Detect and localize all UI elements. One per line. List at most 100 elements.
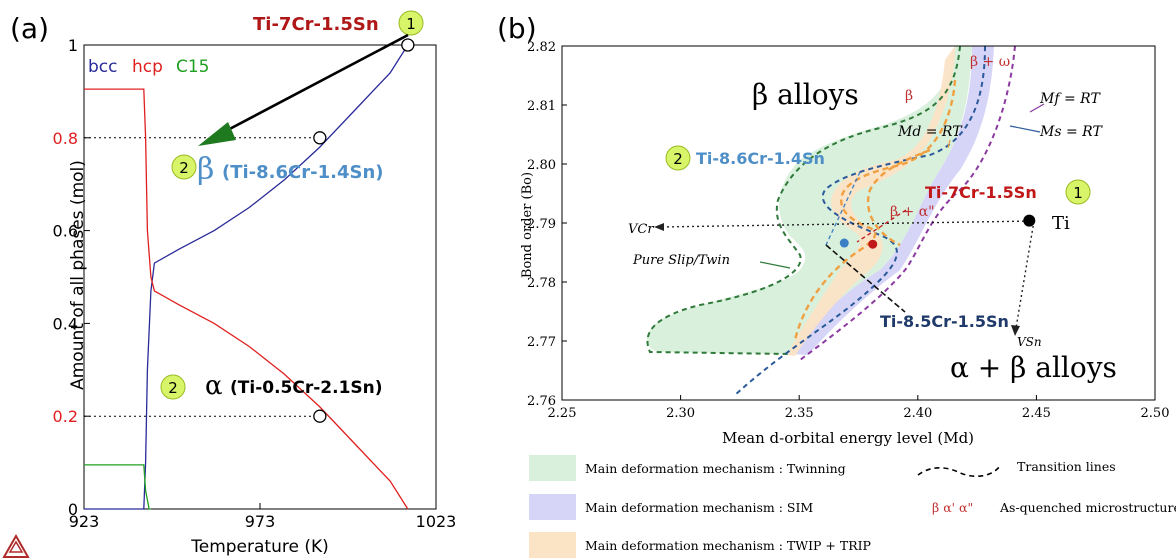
panel-b: (b) Bond order (Bo) Mean d-orbital energ… [497, 12, 1176, 558]
transition-line-blue [734, 45, 986, 396]
b-ytick-label: 2.76 [527, 394, 556, 409]
sim-region [790, 46, 994, 355]
badge-b1-icon: 1 [1065, 179, 1091, 205]
transition-line-orange-2 [867, 148, 931, 247]
legend-sim-swatch [529, 494, 576, 520]
panel-a-frame [83, 44, 437, 510]
label-ti: Ti [1052, 213, 1070, 234]
panel-b-xlabel: Mean d-orbital energy level (Md) [722, 429, 974, 447]
label-beta-alpha: β + α" [890, 204, 935, 220]
badge-b2-number: 2 [673, 150, 683, 168]
b-ytick-label: 2.81 [527, 99, 556, 114]
a-marker-circle [313, 131, 327, 145]
label-pure-slip: Pure Slip/Twin [632, 253, 730, 268]
label-beta: β [905, 88, 913, 104]
alloy-1-b-label: Ti-7Cr-1.5Sn [925, 183, 1037, 202]
a-ytick-label: 0.4 [53, 314, 78, 333]
alloy-3-label: Ti-8.5Cr-1.5Sn [880, 312, 1009, 331]
legend-hcp: hcp [132, 57, 163, 77]
panel-b-label: (b) [497, 12, 537, 45]
label-md: Md = RT [897, 124, 963, 140]
legend-bcc: bcc [88, 57, 117, 77]
legend-twip-text: Main deformation mechanism : TWIP + TRIP [585, 538, 871, 553]
panel-b-axes: 2.76 2.77 2.78 2.79 2.80 2.81 2.82 2.25 2.30 2.35… [527, 40, 1169, 421]
badge-2-number: 2 [179, 159, 189, 177]
a-marker-circle [401, 38, 415, 52]
arrow-icon [198, 33, 409, 146]
label-mf: Mf = RT [1039, 91, 1101, 107]
series-hcp [84, 88, 409, 510]
panel-a-series [84, 44, 409, 510]
a-ytick-label: 0 [68, 500, 78, 519]
panel-a-xlabel: Temperature (K) [190, 537, 329, 557]
b-ytick-label: 2.82 [527, 40, 556, 55]
alloy-1-label: Ti-7Cr-1.5Sn [253, 14, 379, 35]
a-marker-circle [313, 409, 327, 423]
transition-line-orange [793, 79, 957, 341]
panel-b-legend: Main deformation mechanism : Twinning Ma… [529, 455, 1176, 558]
panel-b-points [839, 214, 1036, 249]
point-ti-7cr-1.5sn [868, 239, 878, 249]
legend-transition-text: Transition lines [1017, 459, 1116, 474]
alloy-2-label: Ti-8.6Cr-1.4Sn [696, 149, 825, 168]
b-xtick-label: 2.40 [903, 406, 932, 421]
a-xtick-label: 973 [245, 512, 276, 531]
badge-b1-number: 1 [1073, 184, 1083, 202]
badge-b2-icon: 2 [665, 145, 691, 171]
legend-transition-icon [917, 465, 1001, 477]
alloy-3-leader [825, 244, 906, 313]
panel-a-axes: 0 0.2 0.4 0.6 0.8 1 923 973 1023 [53, 36, 457, 531]
badge-1-number: 1 [406, 15, 416, 33]
label-beta-omega: β + ω [970, 54, 1010, 70]
panel-a-ylabel: Amount of all phases (mol) [68, 160, 88, 390]
b-xtick-label: 2.35 [785, 406, 814, 421]
label-ms: Ms = RT [1039, 124, 1103, 140]
pure-slip-leader [759, 261, 791, 269]
b-ytick-label: 2.77 [527, 335, 556, 350]
panel-a-guides [84, 137, 320, 417]
series-bcc [84, 44, 409, 510]
badge-2-alpha-number: 2 [168, 379, 178, 397]
md-leader [947, 139, 951, 149]
beta-composition: (Ti-8.6Cr-1.4Sn) [222, 162, 383, 183]
a-ytick-label: 0.8 [53, 129, 78, 148]
legend-twinning-swatch [529, 455, 576, 481]
region-alpha-beta-alloys: α + β alloys [950, 351, 1117, 384]
a-ytick-label: 0.2 [53, 407, 78, 426]
label-vcr: VCr [628, 222, 654, 237]
transition-line-purple [799, 45, 1016, 361]
point-ti [1023, 214, 1036, 227]
panel-a-legend: bcc hcp C15 [88, 57, 210, 77]
point-ti-8.6cr-1.4sn [839, 238, 849, 248]
legend-phases-symbols: β α' α" [932, 500, 973, 515]
panel-a-label: (a) [10, 12, 49, 45]
b-xtick-label: 2.30 [666, 406, 695, 421]
thermo-logo-icon [2, 533, 30, 558]
b-ytick-label: 2.80 [527, 158, 556, 173]
b-xtick-label: 2.50 [1141, 406, 1170, 421]
alpha-symbol: α [205, 371, 223, 401]
a-xtick-label: 923 [69, 512, 100, 531]
region-beta-alloys: β alloys [752, 78, 859, 111]
twinning-region [646, 46, 972, 354]
panel-a: (a) Amount of all phases (mol) Temperatu… [2, 10, 457, 558]
mf-leader [1029, 103, 1045, 113]
series-c15 [84, 464, 151, 510]
b-xtick-label: 2.25 [548, 406, 577, 421]
panel-b-ylabel: Bond order (Bo) [520, 172, 535, 278]
b-ytick-label: 2.79 [527, 217, 556, 232]
badge-2-alpha-icon: 2 [160, 374, 186, 400]
legend-c15: C15 [176, 57, 210, 77]
beta-symbol: β [197, 152, 214, 187]
a-ytick-label: 1 [68, 36, 78, 55]
vector-arrows [654, 220, 1035, 336]
panel-a-markers [313, 38, 415, 423]
label-vsn: VSn [1017, 335, 1042, 349]
ms-leader [1009, 125, 1041, 133]
legend-sim-text: Main deformation mechanism : SIM [585, 500, 813, 515]
transition-line-green [646, 45, 961, 355]
alloy-1-leader [856, 209, 907, 243]
a-ytick-label: 0.6 [53, 222, 78, 241]
b-ytick-label: 2.78 [527, 276, 556, 291]
